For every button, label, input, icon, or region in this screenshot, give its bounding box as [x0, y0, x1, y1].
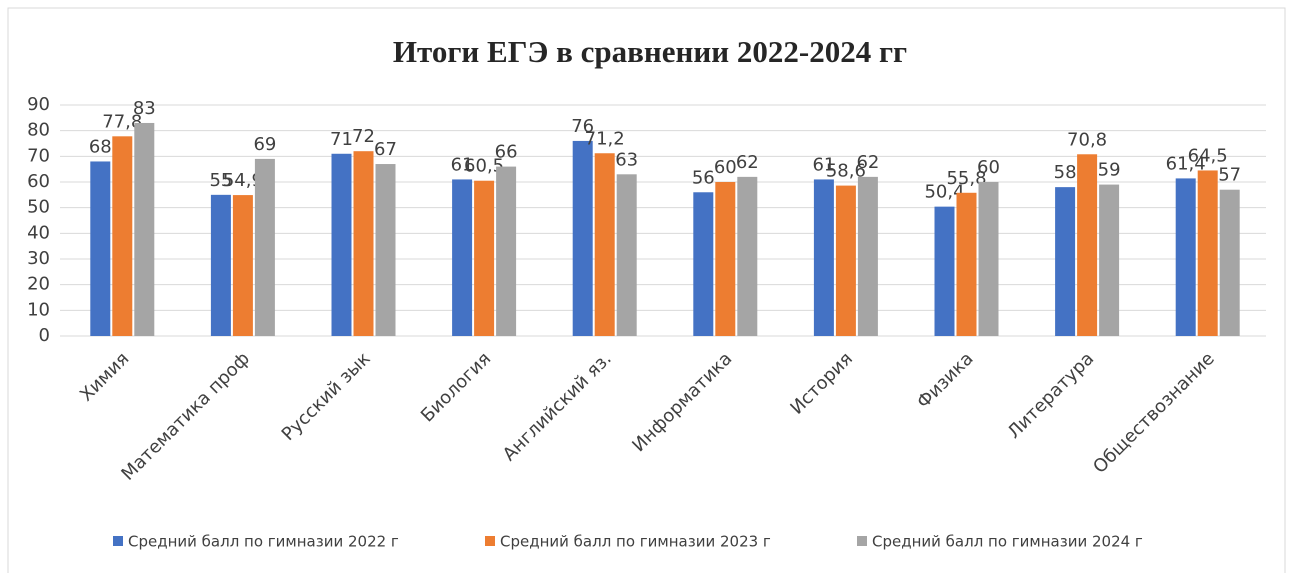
bar: [375, 164, 396, 336]
data-label: 66: [495, 142, 518, 163]
x-tick-label: Информатика: [628, 348, 736, 456]
bar: [496, 166, 517, 336]
data-label: 77,8: [102, 111, 142, 132]
bar: [715, 182, 736, 336]
data-label: 63: [615, 149, 638, 170]
bar: [1197, 170, 1218, 336]
data-label: 60: [714, 157, 737, 178]
y-tick-label: 40: [27, 222, 50, 243]
bar: [616, 174, 637, 336]
data-label: 61: [451, 154, 474, 175]
bar: [835, 185, 856, 336]
bar: [1219, 189, 1240, 336]
x-tick-label: История: [786, 348, 857, 419]
x-tick-label: Химия: [76, 348, 133, 405]
chart-title: Итоги ЕГЭ в сравнении 2022-2024 гг: [393, 34, 907, 69]
y-tick-label: 0: [39, 325, 50, 346]
legend-swatch: [485, 536, 495, 546]
chart-border: [7, 7, 1286, 573]
data-label: 69: [253, 134, 276, 155]
bar: [232, 195, 253, 336]
bar: [134, 122, 155, 336]
data-label: 59: [1098, 160, 1121, 181]
data-label: 55,8: [946, 168, 986, 189]
y-tick-label: 90: [27, 94, 50, 115]
y-tick-label: 50: [27, 197, 50, 218]
data-label: 55: [209, 170, 232, 191]
x-tick-label: Литература: [1004, 348, 1099, 443]
bar: [1077, 154, 1098, 336]
bar: [1055, 187, 1076, 336]
data-label: 60,5: [464, 156, 504, 177]
bar: [594, 153, 615, 336]
data-label: 76: [571, 116, 594, 137]
data-label: 83: [133, 98, 156, 119]
legend-swatch: [857, 536, 867, 546]
legend-label: Средний балл по гимназии 2023 г: [500, 533, 771, 551]
data-label: 68: [89, 136, 112, 157]
data-label: 62: [736, 152, 759, 173]
bar: [956, 192, 977, 336]
bar: [90, 161, 111, 336]
bar: [1175, 178, 1196, 336]
x-tick-label: Математика проф: [117, 348, 254, 485]
bar: [353, 151, 374, 336]
data-label: 50,4: [924, 182, 964, 203]
bar: [210, 194, 231, 336]
bar: [572, 140, 593, 336]
bar: [737, 176, 758, 336]
data-label: 61: [812, 154, 835, 175]
y-tick-label: 20: [27, 274, 50, 295]
bar: [452, 179, 473, 336]
bar: [254, 158, 275, 336]
bar: [474, 180, 495, 336]
data-label: 71,2: [585, 128, 625, 149]
x-tick-label: Русский зык: [278, 348, 375, 445]
data-label: 58,6: [826, 161, 866, 182]
x-tick-label: Биология: [417, 348, 495, 426]
data-label: 54,9: [223, 170, 263, 191]
data-label: 71: [330, 129, 353, 150]
data-label: 64,5: [1188, 145, 1228, 166]
legend-label: Средний балл по гимназии 2024 г: [872, 533, 1143, 551]
y-tick-label: 30: [27, 248, 50, 269]
bar: [331, 153, 352, 336]
bar: [1099, 184, 1120, 336]
bar: [857, 176, 878, 336]
legend-label: Средний балл по гимназии 2022 г: [128, 533, 399, 551]
data-label: 70,8: [1067, 129, 1107, 150]
x-tick-label: Физика: [913, 348, 978, 413]
data-label: 60: [977, 157, 1000, 178]
data-label: 58: [1054, 162, 1077, 183]
data-label: 62: [856, 152, 879, 173]
y-tick-label: 80: [27, 120, 50, 141]
data-label: 61,4: [1166, 153, 1206, 174]
y-tick-label: 10: [27, 299, 50, 320]
y-tick-label: 70: [27, 145, 50, 166]
bar: [934, 206, 955, 336]
bar: [813, 179, 834, 336]
data-label: 57: [1218, 165, 1241, 186]
legend-swatch: [113, 536, 123, 546]
x-tick-label: Обществознание: [1089, 348, 1219, 478]
y-tick-label: 60: [27, 171, 50, 192]
data-label: 56: [692, 167, 715, 188]
data-label: 72: [352, 126, 375, 147]
data-label: 67: [374, 139, 397, 160]
bar: [693, 192, 714, 336]
bar: [978, 182, 999, 336]
bar: [112, 136, 133, 336]
x-tick-label: Английский яз.: [499, 348, 616, 465]
